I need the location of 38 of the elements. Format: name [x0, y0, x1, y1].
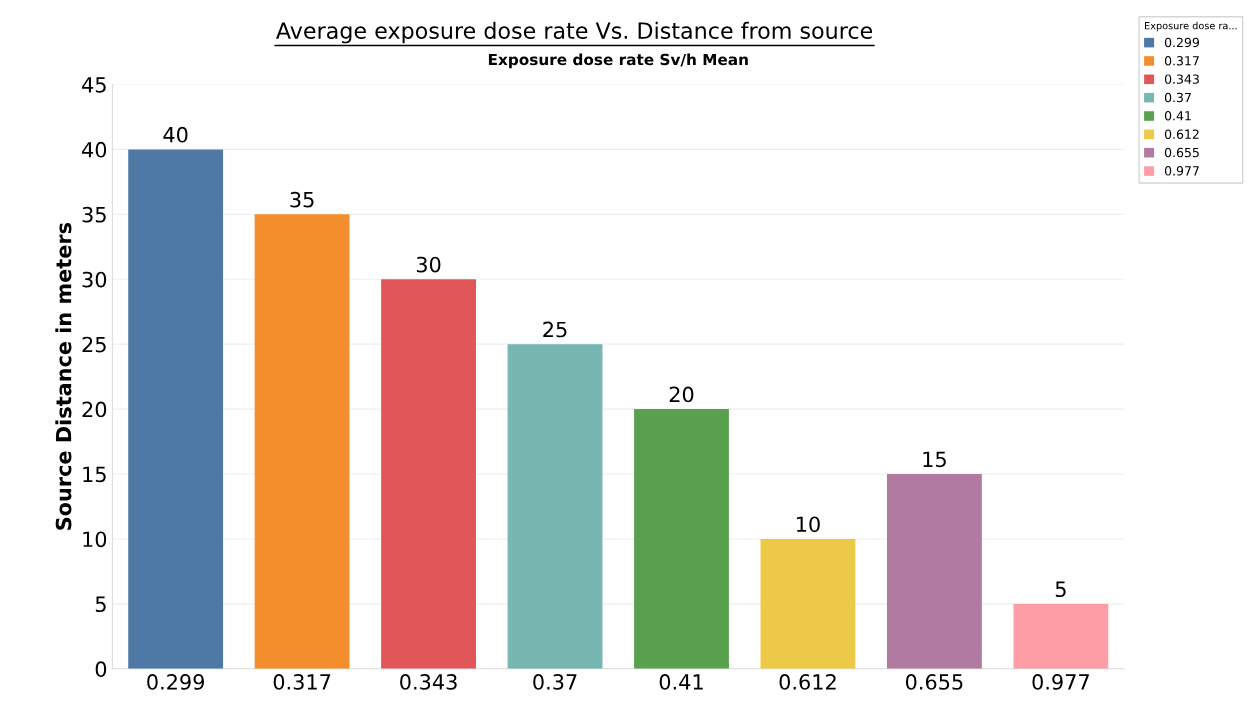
y-tick-label: 30	[82, 271, 107, 288]
y-tick-label: 5	[95, 596, 106, 613]
legend-label: 0.977	[1164, 166, 1199, 176]
x-tick-label: 0.655	[905, 674, 963, 690]
legend-title: Exposure dose ra...	[1145, 21, 1237, 32]
x-tick-label: 0.343	[400, 674, 457, 690]
y-tick-label: 20	[82, 401, 107, 418]
y-tick-label: 15	[83, 466, 106, 483]
y-tick-label: 10	[83, 531, 107, 548]
legend-label: 0.317	[1164, 56, 1199, 66]
y-tick-label: 0	[95, 661, 107, 678]
data-label: 10	[796, 516, 820, 533]
x-axis-title: Exposure dose rate Sv/h Mean	[488, 53, 748, 69]
x-tick-label: 0.977	[1032, 674, 1089, 690]
y-tick-label: 45	[82, 77, 106, 93]
legend-label: 0.299	[1164, 37, 1199, 48]
legend-label: 0.655	[1164, 147, 1199, 158]
data-label: 5	[1055, 581, 1066, 598]
data-label: 40	[163, 126, 188, 143]
x-tick-label: 0.41	[659, 674, 703, 690]
y-tick-label: 25	[82, 336, 106, 353]
legend-label: 0.343	[1164, 74, 1199, 84]
chart-title: Average exposure dose rate Vs. Distance from source	[276, 21, 873, 44]
data-label: 30	[416, 256, 441, 273]
x-tick-label: 0.317	[273, 674, 331, 690]
data-label: 25	[543, 321, 567, 338]
data-label: 35	[290, 191, 314, 208]
legend-label: 0.41	[1164, 111, 1191, 121]
y-axis-title: Source Distance in meters	[55, 222, 72, 530]
y-tick-label: 35	[82, 206, 106, 223]
y-tick-label: 40	[82, 141, 107, 158]
legend-label: 0.37	[1164, 92, 1191, 103]
x-tick-label: 0.612	[779, 674, 836, 690]
x-tick-label: 0.37	[533, 674, 577, 690]
data-label: 20	[669, 386, 694, 403]
data-label: 15	[923, 451, 946, 468]
x-tick-label: 0.299	[147, 674, 204, 690]
legend-label: 0.612	[1164, 129, 1199, 139]
